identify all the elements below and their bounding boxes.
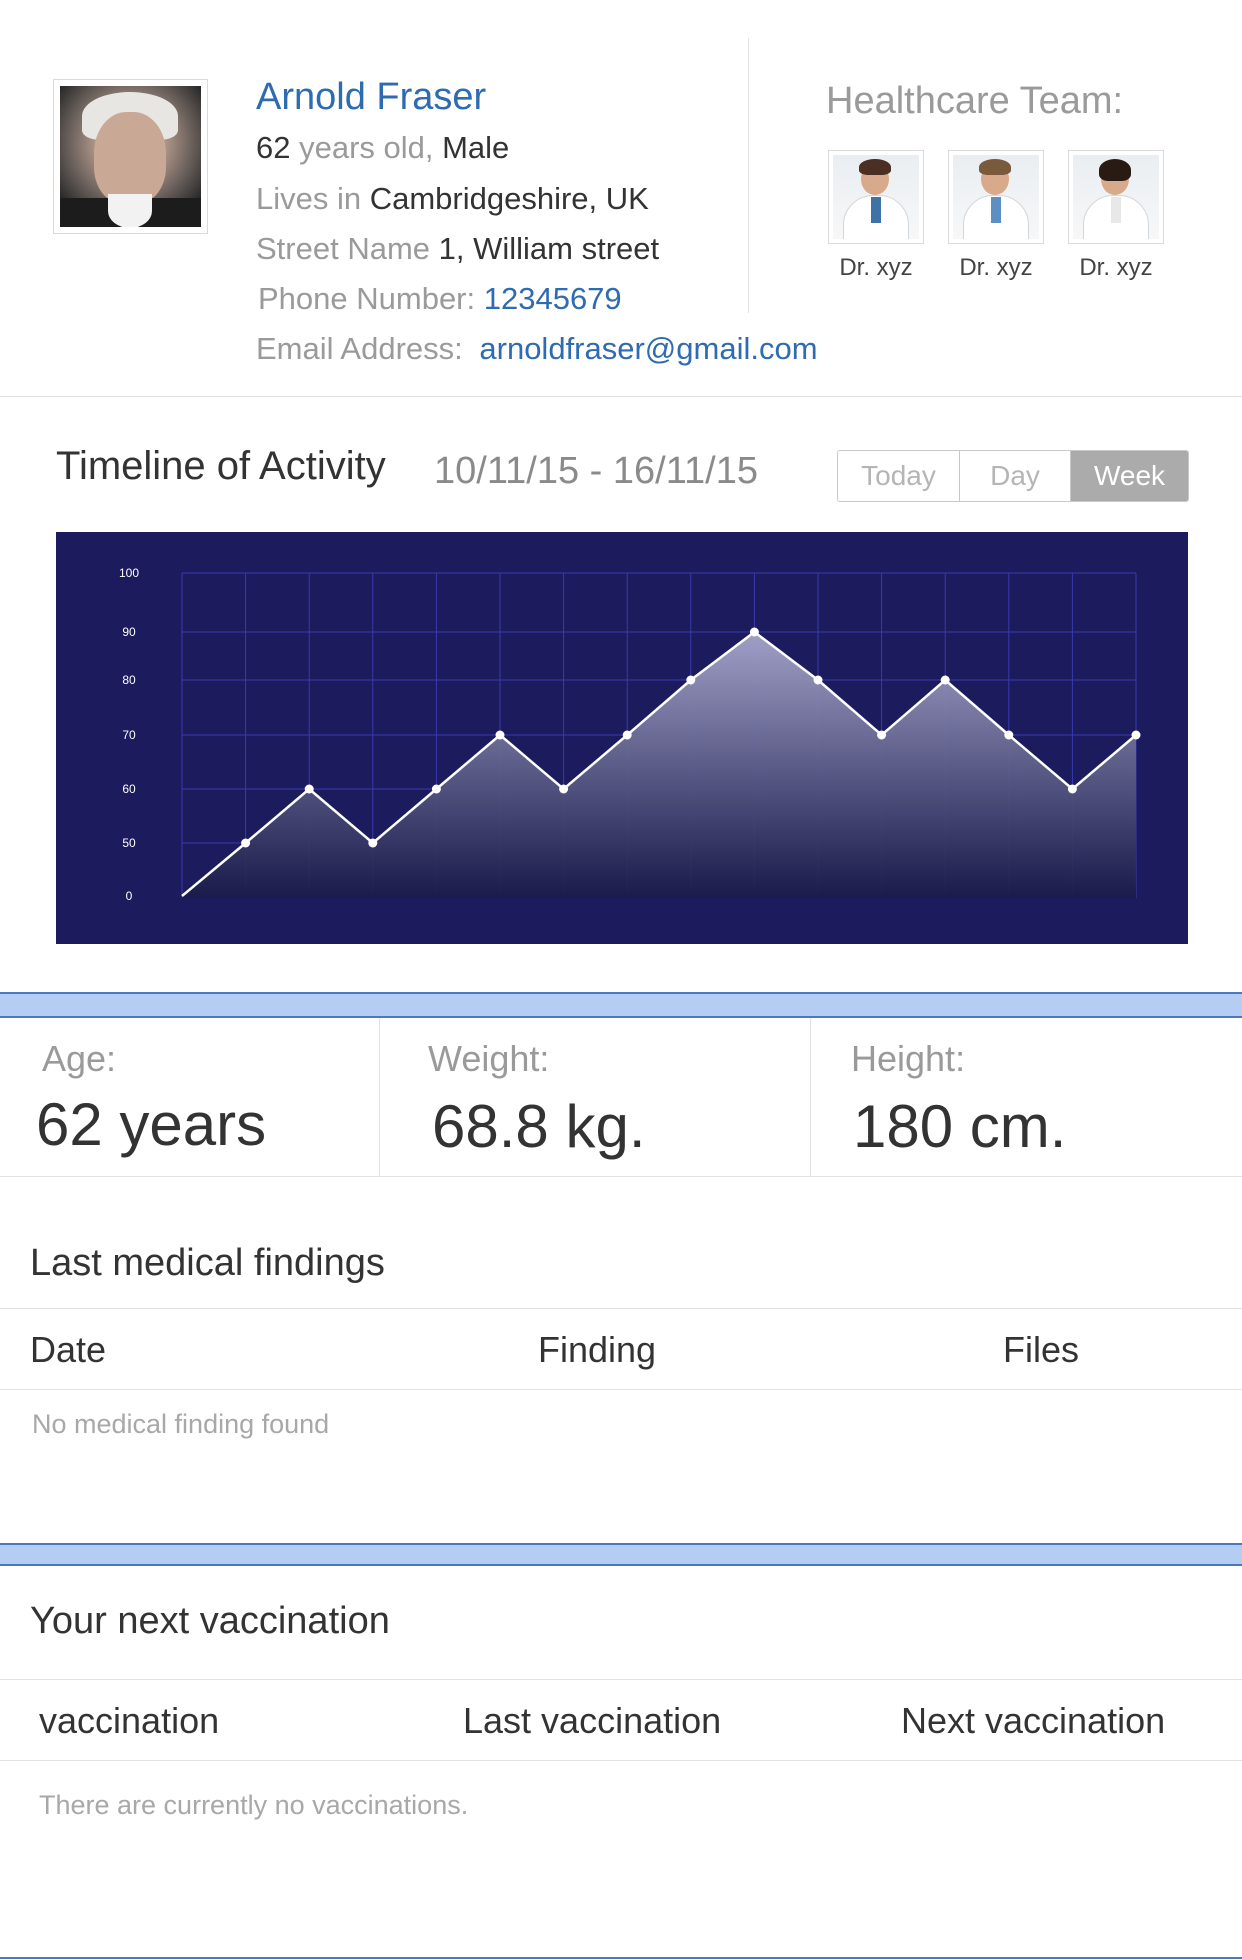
- chart-data-point: [1004, 730, 1014, 740]
- doctor-avatar: [1068, 150, 1164, 244]
- location-line: Lives in Cambridgeshire, UK: [256, 181, 649, 217]
- healthcare-team-title: Healthcare Team:: [826, 80, 1124, 122]
- findings-empty-message: No medical finding found: [32, 1409, 330, 1439]
- age-number: 62: [256, 130, 291, 165]
- doctor-name: Dr. xyz: [959, 254, 1033, 281]
- chart-y-tick-label: 50: [122, 836, 136, 850]
- street-label: Street Name: [256, 231, 439, 266]
- stat-divider: [810, 1018, 811, 1176]
- street-line: Street Name 1, William street: [256, 231, 659, 267]
- section-band: [0, 992, 1242, 1018]
- chart-data-point: [877, 730, 887, 740]
- phone-line: Phone Number: 12345679: [258, 281, 622, 317]
- vaccination-empty-message: There are currently no vaccinations.: [39, 1790, 469, 1820]
- phone-value[interactable]: 12345679: [483, 281, 622, 316]
- vaccination-title: Your next vaccination: [30, 1600, 390, 1642]
- tab-day[interactable]: Day: [960, 451, 1071, 501]
- activity-chart-svg: 100 90 80 70 60 50 0: [119, 566, 1141, 903]
- phone-label: Phone Number:: [258, 281, 484, 316]
- page-bottom-rule: [0, 1957, 1242, 1959]
- location-label: Lives in: [256, 181, 370, 216]
- chart-data-point: [813, 675, 823, 685]
- chart-data-point: [559, 784, 569, 794]
- chart-y-tick-label: 70: [122, 728, 136, 742]
- doctor-card[interactable]: Dr. xyz: [1068, 150, 1164, 282]
- findings-header-top-rule: [0, 1308, 1242, 1309]
- stats-bottom-rule: [0, 1176, 1242, 1177]
- doctor-card[interactable]: Dr. xyz: [948, 150, 1044, 282]
- doctor-card[interactable]: Dr. xyz: [828, 150, 924, 282]
- chart-data-point: [304, 784, 314, 794]
- doctor-avatar: [828, 150, 924, 244]
- profile-divider: [748, 38, 749, 313]
- stat-height: Height: 180 cm.: [811, 1018, 1242, 1176]
- tab-week[interactable]: Week: [1071, 451, 1188, 501]
- chart-data-point: [749, 627, 759, 637]
- findings-col-files[interactable]: Files: [1003, 1329, 1080, 1370]
- age-text: years old,: [290, 130, 443, 165]
- stat-divider: [379, 1018, 380, 1176]
- vaccination-header-top-rule: [0, 1679, 1242, 1680]
- timeline-period-selector: Today Day Week: [837, 450, 1189, 502]
- stat-age: Age: 62 years: [0, 1018, 379, 1176]
- findings-header-bottom-rule: [0, 1389, 1242, 1390]
- email-value[interactable]: arnoldfraser@gmail.com: [479, 331, 818, 366]
- stat-weight: Weight: 68.8 kg.: [380, 1018, 810, 1176]
- chart-data-point: [622, 730, 632, 740]
- vaccination-header-bottom-rule: [0, 1760, 1242, 1761]
- doctor-name: Dr. xyz: [1079, 254, 1153, 281]
- section-band: [0, 1543, 1242, 1566]
- vaccination-col-next[interactable]: Next vaccination: [901, 1700, 1166, 1741]
- chart-data-point: [241, 838, 251, 848]
- patient-name[interactable]: Arnold Fraser: [256, 76, 487, 118]
- chart-data-point: [431, 784, 441, 794]
- chart-data-point: [686, 675, 696, 685]
- chart-y-tick-label: 80: [122, 673, 136, 687]
- doctor-name: Dr. xyz: [839, 254, 913, 281]
- chart-y-tick-label: 0: [126, 889, 133, 903]
- patient-photo-frame: [53, 79, 208, 234]
- doctor-avatar: [948, 150, 1044, 244]
- height-label: Height:: [851, 1038, 966, 1079]
- chart-y-tick-label: 90: [122, 625, 136, 639]
- findings-title: Last medical findings: [30, 1242, 385, 1284]
- profile-bottom-rule: [0, 396, 1242, 397]
- patient-photo: [60, 86, 201, 227]
- chart-y-tick-label: 100: [119, 566, 139, 580]
- chart-y-tick-label: 60: [122, 782, 136, 796]
- weight-label: Weight:: [428, 1038, 550, 1079]
- email-line: Email Address: arnoldfraser@gmail.com: [256, 331, 818, 367]
- timeline-title: Timeline of Activity: [56, 444, 386, 488]
- chart-data-point: [1067, 784, 1077, 794]
- chart-data-point: [368, 838, 378, 848]
- chart-data-point: [1131, 730, 1141, 740]
- location-value: Cambridgeshire, UK: [369, 181, 649, 216]
- timeline-date-range: 10/11/15 - 16/11/15: [434, 450, 758, 492]
- chart-data-point: [495, 730, 505, 740]
- gender: Male: [442, 130, 510, 165]
- photo-face: [94, 112, 166, 204]
- vaccination-col-name[interactable]: vaccination: [39, 1700, 220, 1741]
- chart-series-line: [181, 630, 1137, 897]
- findings-col-date[interactable]: Date: [30, 1329, 107, 1370]
- activity-chart: 100 90 80 70 60 50 0: [56, 532, 1188, 944]
- weight-value: 68.8 kg.: [432, 1093, 646, 1160]
- email-label: Email Address:: [256, 331, 463, 366]
- age-label: Age:: [42, 1038, 117, 1079]
- height-value: 180 cm.: [853, 1093, 1067, 1160]
- findings-col-finding[interactable]: Finding: [538, 1329, 657, 1370]
- age-gender-line: 62 years old, Male: [256, 130, 509, 166]
- vaccination-col-last[interactable]: Last vaccination: [463, 1700, 722, 1741]
- photo-collar: [108, 194, 152, 227]
- chart-data-point: [940, 675, 950, 685]
- tab-today[interactable]: Today: [838, 451, 960, 501]
- street-value: 1, William street: [438, 231, 660, 266]
- age-value: 62 years: [36, 1091, 267, 1158]
- chart-area: [182, 632, 1136, 898]
